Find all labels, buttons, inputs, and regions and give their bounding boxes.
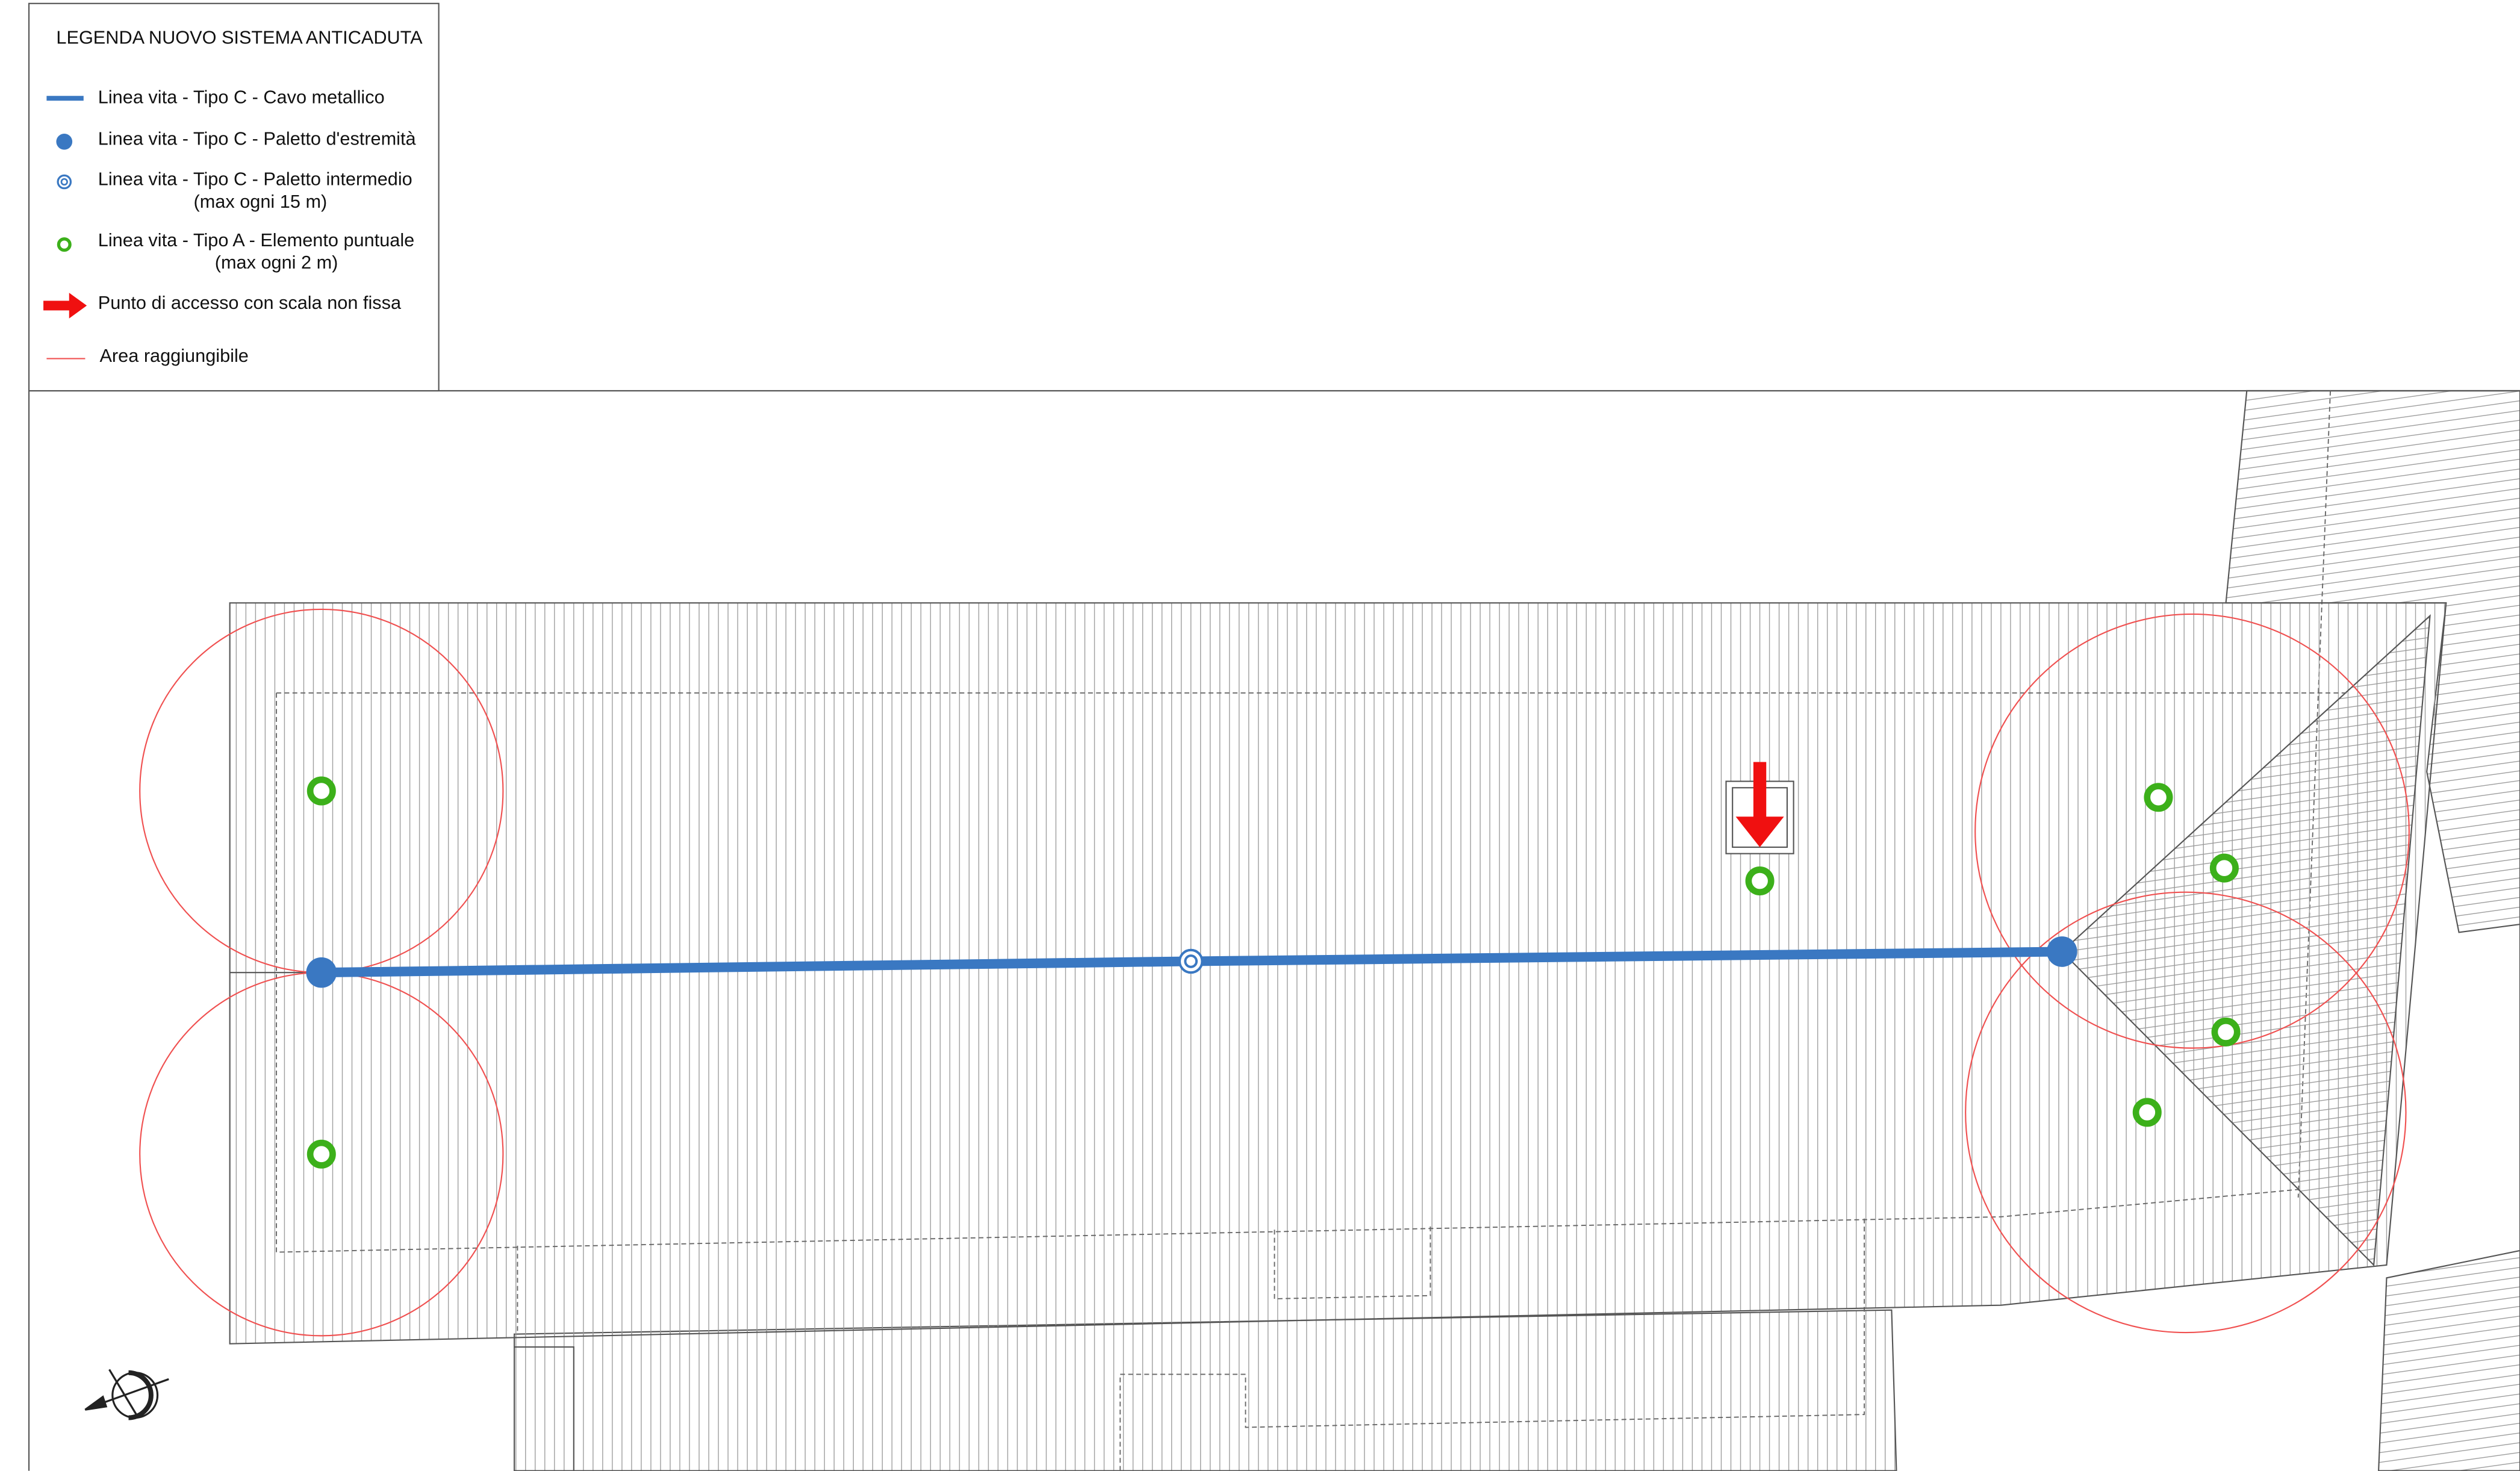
north-arrow: [85, 1369, 169, 1417]
legend-label: Linea vita - Tipo C - Paletto d'estremit…: [98, 128, 417, 149]
page: {"legend": {"title": "LEGENDA NUOVO SIST…: [0, 0, 2520, 1471]
roof-plan: LEGENDA NUOVO SISTEMA ANTICADUTA Linea v…: [0, 0, 2520, 1471]
end-post: [306, 957, 337, 988]
legend: LEGENDA NUOVO SISTEMA ANTICADUTA Linea v…: [29, 4, 439, 391]
building-outline-part: [514, 1310, 1896, 1471]
legend-note: (max ogni 2 m): [215, 252, 338, 273]
anchor-point: [310, 1143, 332, 1165]
legend-symbol: [58, 175, 70, 188]
building-outline: [29, 391, 2520, 1471]
north-arrow-part: [129, 1373, 151, 1418]
anchor-point: [2136, 1101, 2158, 1124]
legend-symbol: [56, 134, 72, 150]
legend-label: Linea vita - Tipo C - Paletto intermedio: [98, 168, 412, 189]
legend-label: Area raggiungibile: [99, 345, 248, 366]
anchor-point: [1749, 869, 1771, 892]
legend-note: (max ogni 15 m): [194, 191, 328, 212]
end-post: [2047, 936, 2077, 967]
anchor-point: [2147, 786, 2170, 809]
legend-label: Linea vita - Tipo A - Elemento puntuale: [98, 229, 414, 250]
anchor-point: [2213, 857, 2235, 879]
intermediate-post: [1180, 950, 1202, 972]
legend-label: Punto di accesso con scala non fissa: [98, 292, 402, 313]
anchor-point: [2215, 1021, 2237, 1043]
legend-label: Linea vita - Tipo C - Cavo metallico: [98, 86, 385, 107]
legend-title: LEGENDA NUOVO SISTEMA ANTICADUTA: [56, 27, 423, 48]
legend-symbol: [58, 239, 70, 250]
north-arrow-part: [85, 1397, 106, 1410]
anchor-point: [310, 780, 332, 802]
body: LEGENDA NUOVO SISTEMA ANTICADUTA Linea v…: [0, 0, 2520, 1471]
